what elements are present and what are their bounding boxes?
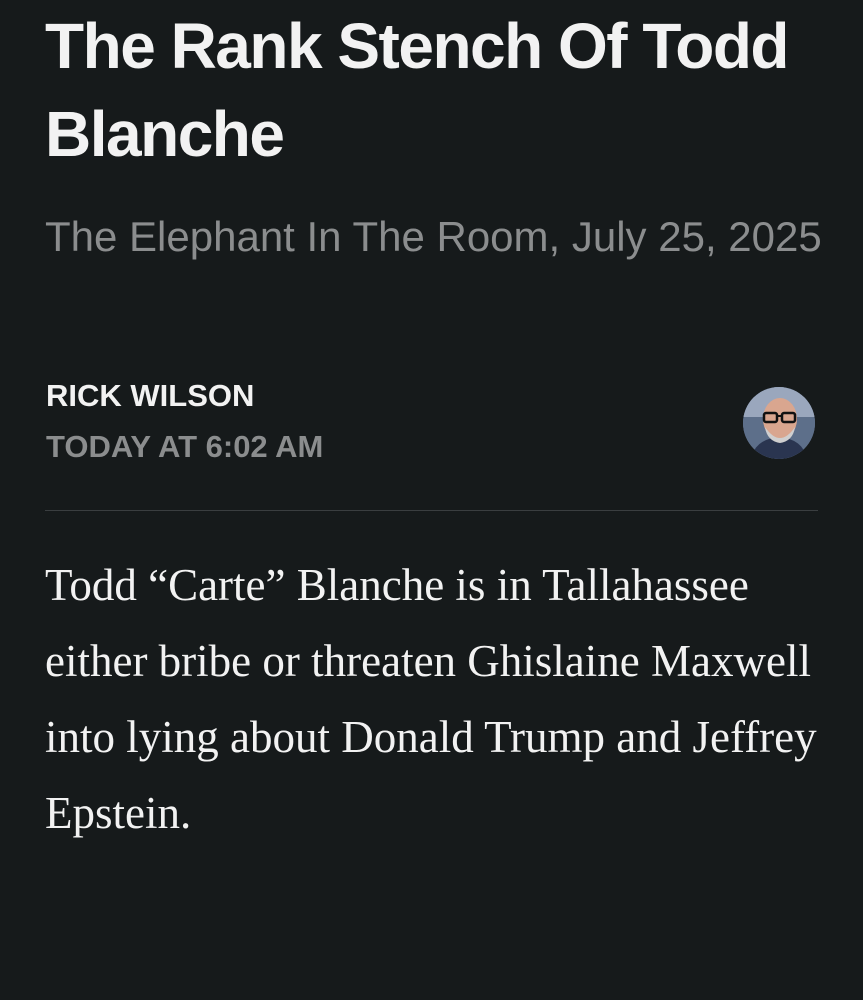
avatar[interactable] — [743, 387, 815, 459]
author-photo-icon — [743, 387, 815, 459]
author-name[interactable]: RICK WILSON — [46, 378, 255, 413]
divider — [45, 510, 818, 511]
article-title: The Rank Stench Of Todd Blanche — [45, 10, 790, 170]
article-body: Todd “Carte” Blanche is in Tallahassee e… — [45, 560, 817, 838]
publish-time: TODAY AT 6:02 AM — [46, 429, 324, 464]
article-subtitle: The Elephant In The Room, July 25, 2025 — [45, 213, 822, 260]
